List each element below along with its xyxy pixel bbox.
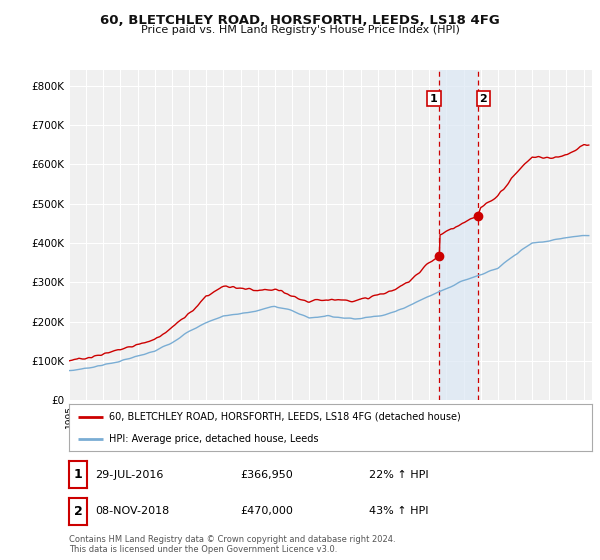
Text: 08-NOV-2018: 08-NOV-2018 xyxy=(95,506,169,516)
Text: 43% ↑ HPI: 43% ↑ HPI xyxy=(369,506,428,516)
Text: 1: 1 xyxy=(430,94,438,104)
Text: 1: 1 xyxy=(74,468,82,482)
Text: Contains HM Land Registry data © Crown copyright and database right 2024.
This d: Contains HM Land Registry data © Crown c… xyxy=(69,535,395,554)
Text: £366,950: £366,950 xyxy=(240,470,293,480)
Text: HPI: Average price, detached house, Leeds: HPI: Average price, detached house, Leed… xyxy=(109,434,319,444)
Text: 60, BLETCHLEY ROAD, HORSFORTH, LEEDS, LS18 4FG (detached house): 60, BLETCHLEY ROAD, HORSFORTH, LEEDS, LS… xyxy=(109,412,461,422)
Text: 2: 2 xyxy=(479,94,487,104)
Text: £470,000: £470,000 xyxy=(240,506,293,516)
Text: Price paid vs. HM Land Registry's House Price Index (HPI): Price paid vs. HM Land Registry's House … xyxy=(140,25,460,35)
Text: 60, BLETCHLEY ROAD, HORSFORTH, LEEDS, LS18 4FG: 60, BLETCHLEY ROAD, HORSFORTH, LEEDS, LS… xyxy=(100,14,500,27)
Text: 22% ↑ HPI: 22% ↑ HPI xyxy=(369,470,428,480)
Text: 2: 2 xyxy=(74,505,82,518)
Bar xyxy=(439,70,478,400)
Text: 29-JUL-2016: 29-JUL-2016 xyxy=(95,470,163,480)
